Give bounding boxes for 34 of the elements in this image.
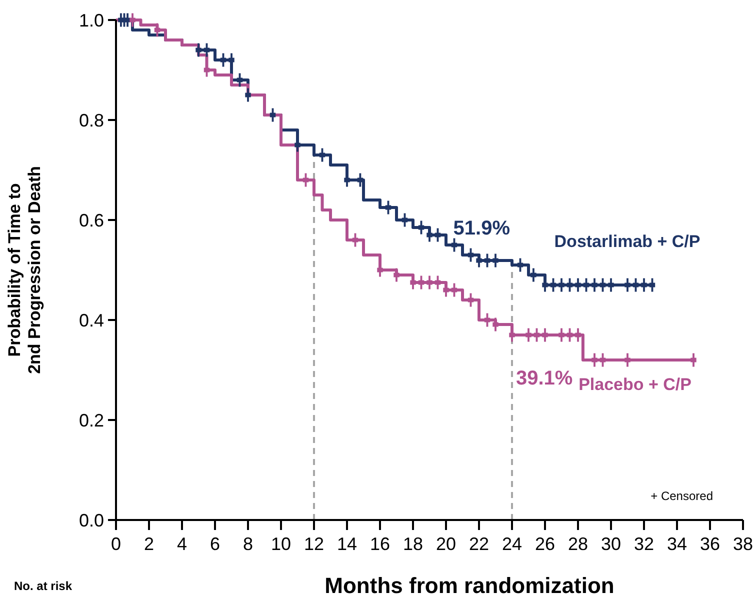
y-tick-label: 1.0 (78, 10, 104, 30)
x-tick-label: 8 (242, 534, 254, 554)
x-tick-label: 20 (436, 534, 456, 554)
y-tick-label: 0.2 (78, 410, 104, 430)
y-tick-label: 0.6 (78, 210, 104, 230)
x-tick-label: 10 (270, 534, 292, 554)
text: No. at risk (14, 579, 72, 593)
x-tick-label: 26 (534, 534, 556, 554)
x-tick-label: 0 (110, 534, 122, 554)
x-tick-label: 22 (468, 534, 490, 554)
series-label: Dostarlimab + C/P (554, 232, 700, 251)
x-tick-label: 38 (732, 534, 753, 554)
y-tick-label: 0.0 (78, 510, 104, 530)
x-tick-label: 30 (600, 534, 622, 554)
y-tick-label: 0.4 (78, 310, 104, 330)
annotation: 39.1% (516, 368, 573, 390)
x-tick-label: 28 (568, 534, 588, 554)
x-tick-label: 24 (502, 534, 522, 554)
x-tick-label: 18 (402, 534, 424, 554)
x-tick-label: 34 (666, 534, 688, 554)
x-tick-label: 12 (304, 534, 324, 554)
annotation: + Censored (650, 489, 713, 503)
x-tick-label: 36 (700, 534, 720, 554)
x-tick-label: 2 (144, 534, 154, 554)
x-tick-label: 16 (370, 534, 390, 554)
x-axis-title: Months from randomization (324, 573, 614, 598)
x-tick-label: 4 (176, 534, 188, 554)
x-tick-label: 14 (336, 534, 358, 554)
x-tick-label: 32 (634, 534, 654, 554)
y-tick-label: 0.8 (78, 110, 104, 130)
annotation: 51.9% (453, 218, 510, 240)
y-axis-title: Probability of Time to 2nd Progression or Death (4, 166, 44, 374)
x-tick-label: 6 (210, 534, 220, 554)
series-label: Placebo + C/P (578, 375, 692, 394)
